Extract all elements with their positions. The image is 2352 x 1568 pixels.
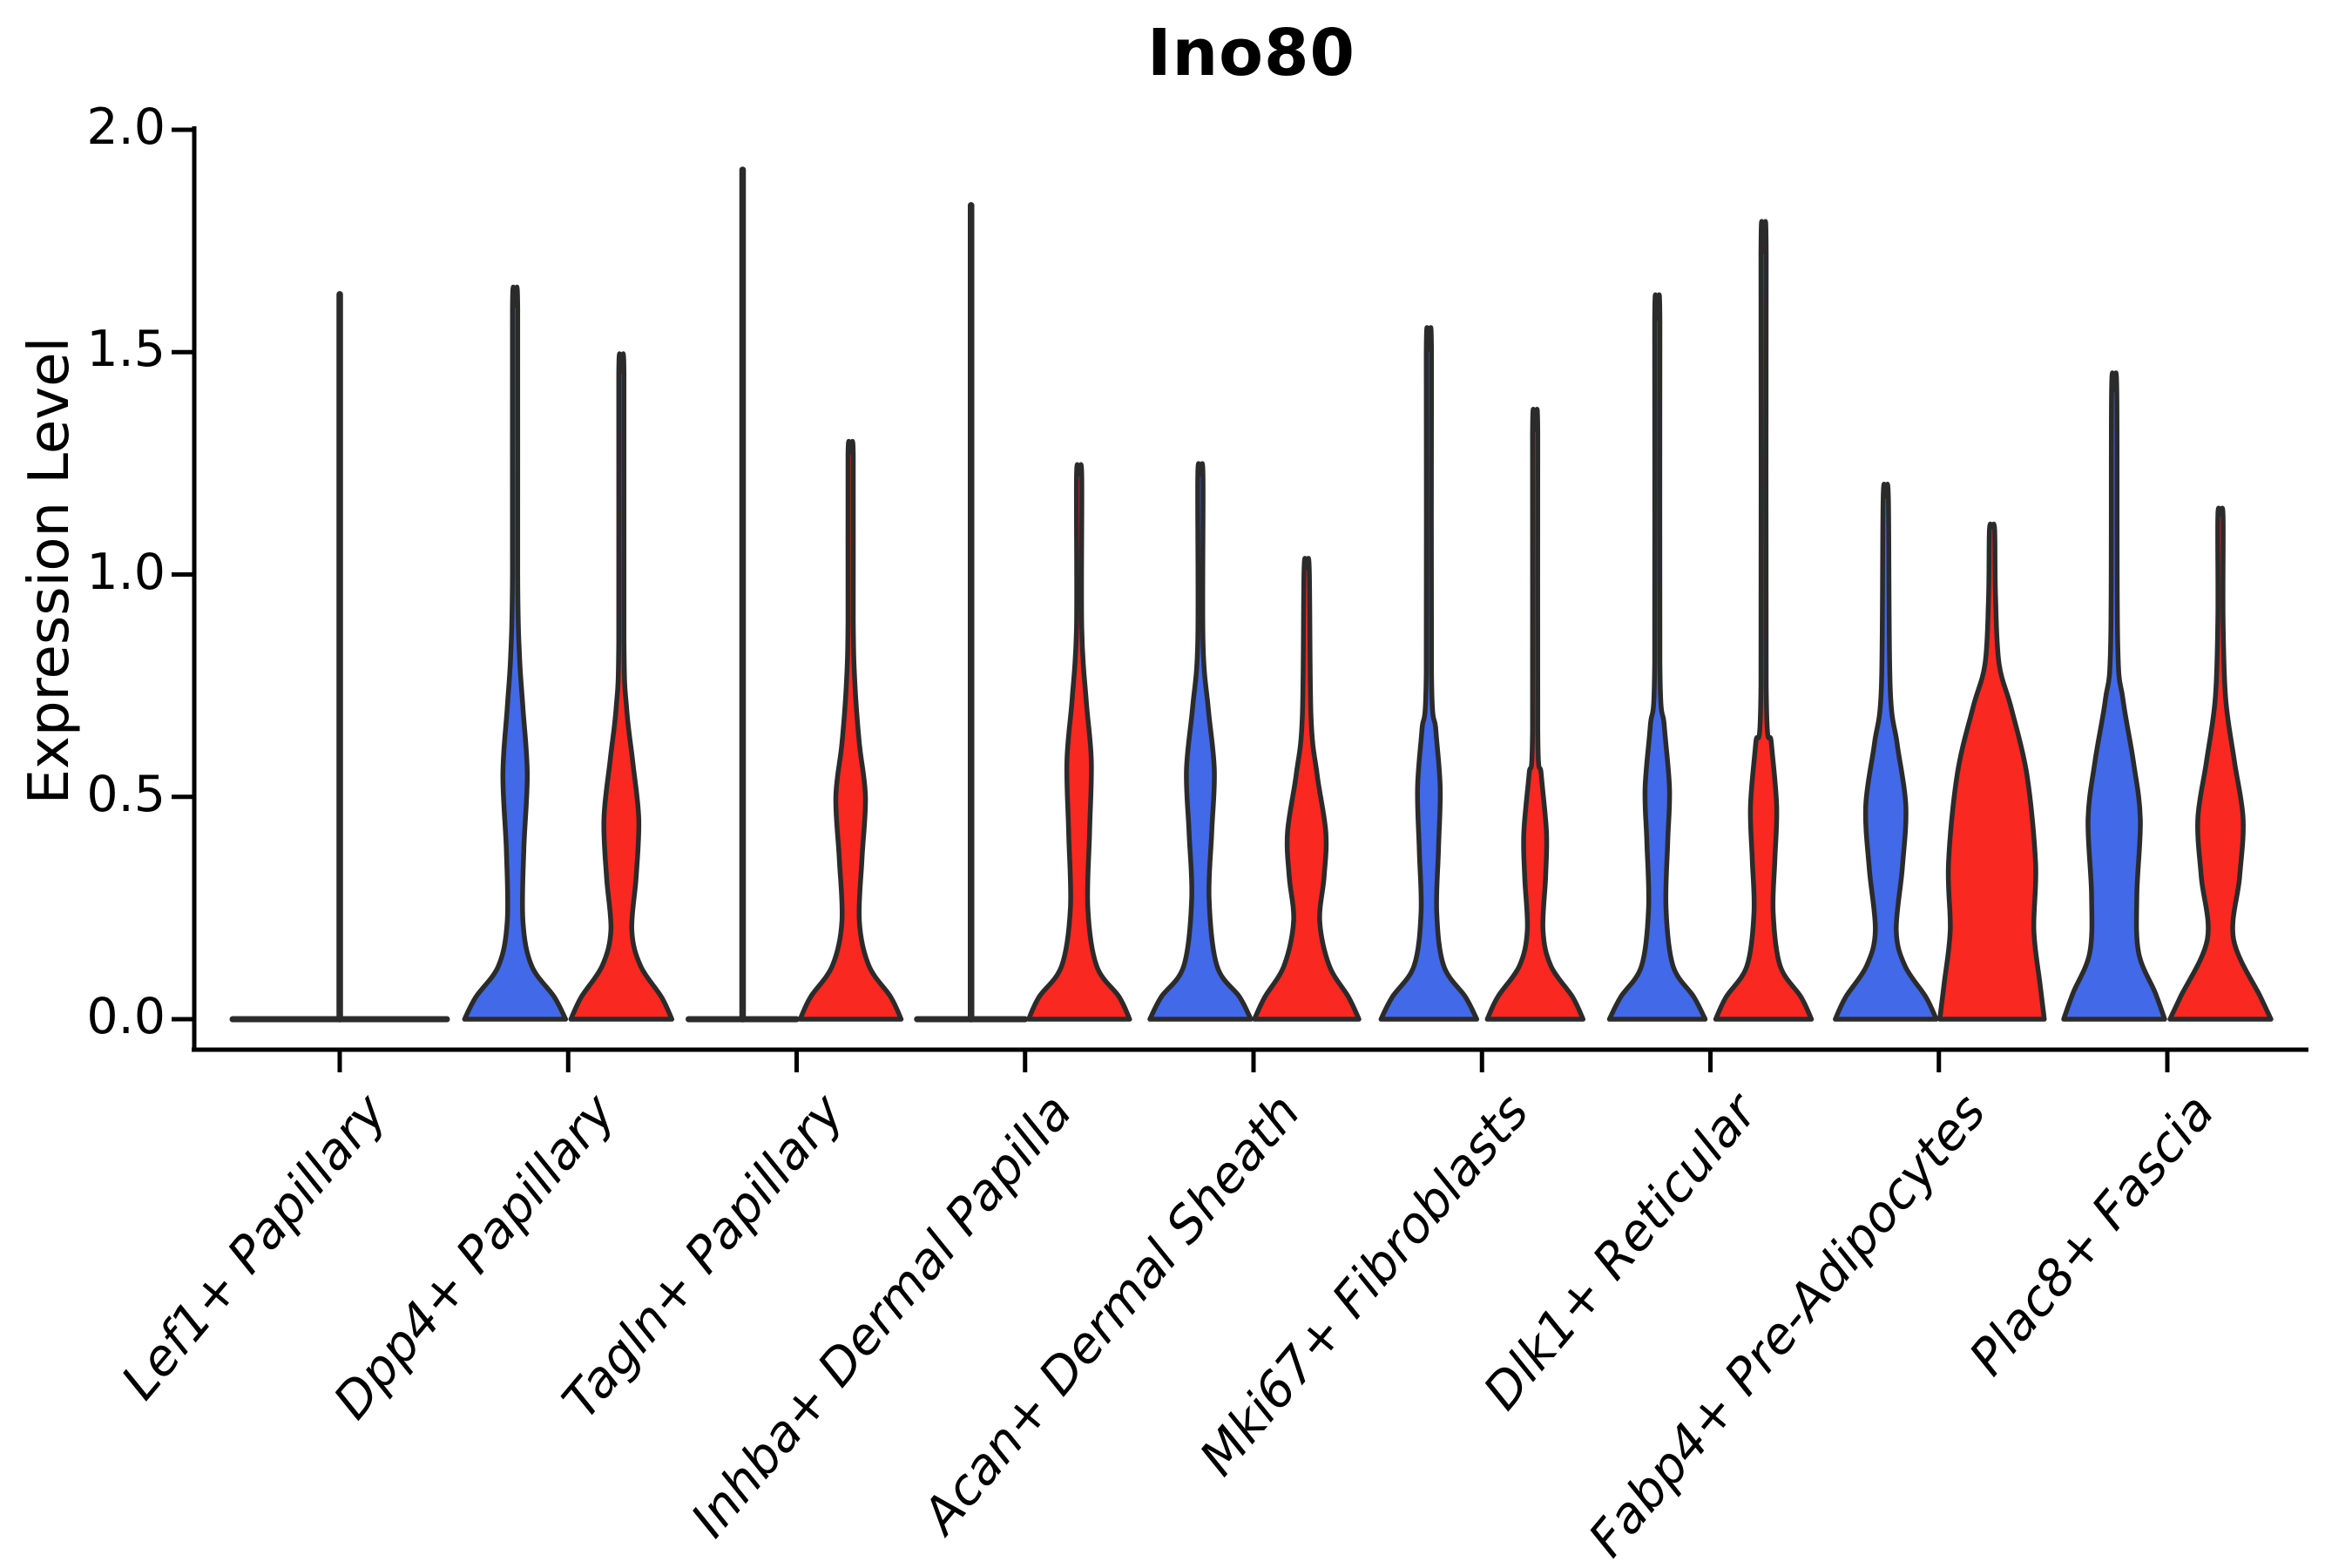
y-tick-label: 2.0 — [86, 98, 166, 156]
violin-red — [1252, 556, 1362, 1022]
violin-red — [1937, 521, 2047, 1022]
violin-red — [568, 351, 675, 1022]
violin-red — [1484, 407, 1586, 1022]
y-tick-label: 0.5 — [86, 765, 166, 823]
violin-blue — [1147, 461, 1254, 1022]
y-tick-label: 1.5 — [86, 321, 166, 379]
y-tick-label: 0.0 — [86, 988, 166, 1045]
violin-red — [1026, 462, 1132, 1022]
violin-blue — [1378, 325, 1480, 1022]
violin-blue — [1833, 482, 1939, 1022]
violin-red — [797, 438, 904, 1022]
violin-blue — [2061, 370, 2167, 1022]
chart-title: Ino80 — [1146, 16, 1356, 91]
violin-blue — [1606, 292, 1708, 1022]
violin-red — [1713, 219, 1815, 1022]
y-tick-label: 1.0 — [86, 543, 166, 601]
violin-red — [2167, 505, 2274, 1022]
violin-blue — [462, 284, 569, 1022]
